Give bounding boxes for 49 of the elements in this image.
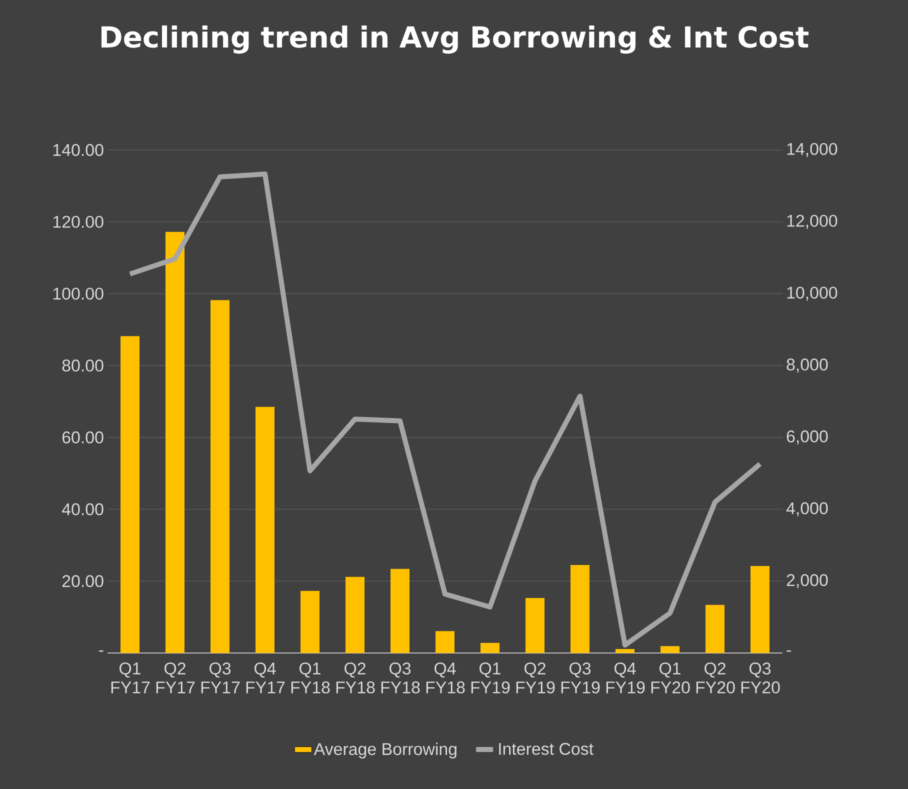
bar	[120, 336, 140, 653]
bar	[256, 406, 275, 653]
y-tick-label: 60.00	[62, 431, 104, 444]
legend-label: Average Borrowing	[314, 742, 456, 758]
y-tick-label: -	[99, 650, 104, 652]
y2-tick-label: 12,000	[787, 214, 838, 229]
x-tick-label: Q1 FY18	[291, 662, 330, 694]
bar	[526, 598, 545, 653]
y2-tick-label: 4,000	[786, 502, 828, 516]
bar	[480, 642, 500, 653]
x-tick-label: Q2 FY20	[696, 662, 735, 694]
y2-tick-label: 14,000	[787, 142, 838, 157]
x-tick-label: Q4 FY17	[246, 662, 285, 694]
y2-tick-label: 6,000	[786, 430, 828, 444]
y2-tick-label: -	[786, 650, 791, 652]
x-tick-label: Q2 FY18	[336, 662, 375, 694]
y2-tick-label: 10,000	[787, 286, 838, 301]
x-tick-label: Q4 FY19	[606, 662, 645, 694]
y-tick-label: 100.00	[53, 288, 104, 300]
y-tick-label: 40.00	[62, 503, 104, 516]
bar	[300, 590, 320, 653]
x-tick-label: Q3 FY18	[381, 662, 420, 694]
x-tick-label: Q3 FY19	[561, 662, 600, 694]
x-tick-label: Q3 FY20	[741, 662, 780, 694]
x-tick-label: Q2 FY17	[156, 662, 195, 694]
bar	[750, 566, 770, 653]
bar	[346, 576, 365, 653]
x-tick-label: Q1 FY17	[111, 662, 150, 694]
y-tick-label: 80.00	[62, 360, 104, 372]
bar	[390, 568, 410, 653]
x-tick-label: Q4 FY18	[426, 662, 465, 694]
x-tick-label: Q2 FY19	[516, 662, 555, 694]
x-tick-label: Q3 FY17	[201, 662, 240, 694]
bar	[570, 564, 590, 653]
x-tick-label: Q1 FY19	[471, 662, 510, 694]
bar	[436, 631, 455, 653]
y-tick-label: 120.00	[53, 216, 104, 228]
chart-title: Declining trend in Avg Borrowing & Int Cost	[102, 26, 809, 54]
bar	[210, 300, 230, 653]
bar	[660, 646, 680, 653]
bar	[166, 232, 185, 653]
y-tick-label: 20.00	[62, 575, 104, 588]
bar	[616, 649, 635, 653]
y-tick-label: 140.00	[53, 144, 104, 156]
x-tick-label: Q1 FY20	[651, 662, 690, 694]
y2-tick-label: 8,000	[786, 358, 828, 373]
bar	[706, 604, 725, 653]
legend-label: Interest Cost	[499, 742, 594, 755]
y2-tick-label: 2,000	[786, 574, 828, 588]
